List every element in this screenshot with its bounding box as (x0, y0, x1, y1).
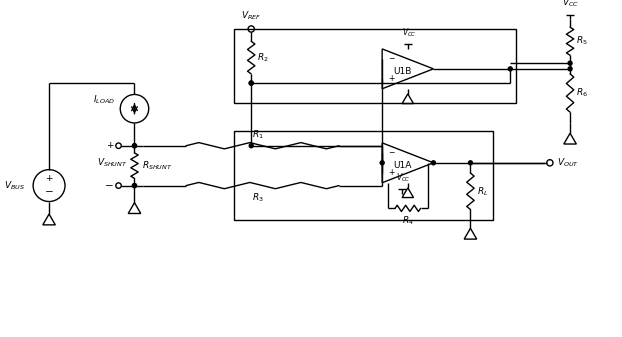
Text: $V_{CC}$: $V_{CC}$ (396, 172, 411, 184)
Text: $R_6$: $R_6$ (577, 87, 588, 99)
Circle shape (432, 161, 435, 165)
Text: $V_{SHUNT}$: $V_{SHUNT}$ (96, 157, 127, 169)
Text: $R_5$: $R_5$ (577, 35, 588, 48)
Text: $V_{CC}$: $V_{CC}$ (402, 26, 417, 39)
Circle shape (568, 61, 572, 65)
Text: $R_2$: $R_2$ (258, 51, 269, 64)
Text: $V_{OUT}$: $V_{OUT}$ (557, 157, 579, 169)
Text: $V_{CC}$: $V_{CC}$ (562, 0, 578, 9)
Circle shape (132, 144, 136, 148)
Text: $V_{REF}$: $V_{REF}$ (241, 9, 261, 22)
Text: $R_{SHUNT}$: $R_{SHUNT}$ (142, 159, 172, 172)
Circle shape (508, 67, 513, 71)
Text: −: − (388, 54, 394, 63)
Text: $R_1$: $R_1$ (253, 128, 264, 141)
Text: +: + (106, 141, 113, 150)
Text: −: − (104, 181, 113, 191)
Circle shape (468, 161, 473, 165)
Text: +: + (45, 174, 53, 183)
Text: U1B: U1B (393, 67, 411, 76)
Text: $R_4$: $R_4$ (402, 214, 414, 226)
Text: U1A: U1A (393, 161, 411, 170)
Circle shape (249, 81, 253, 85)
Circle shape (132, 184, 136, 188)
Circle shape (132, 184, 136, 188)
Circle shape (249, 144, 253, 148)
Text: +: + (388, 74, 394, 83)
Text: −: − (388, 148, 394, 157)
Text: $R_L$: $R_L$ (476, 185, 488, 197)
Circle shape (380, 161, 384, 165)
Circle shape (249, 81, 253, 85)
Circle shape (568, 67, 572, 71)
Text: $V_{BUS}$: $V_{BUS}$ (4, 179, 25, 192)
Circle shape (132, 144, 136, 148)
Text: $I_{LOAD}$: $I_{LOAD}$ (93, 94, 114, 106)
Text: −: − (45, 187, 53, 197)
Text: +: + (388, 168, 394, 177)
Text: $R_3$: $R_3$ (253, 191, 264, 204)
